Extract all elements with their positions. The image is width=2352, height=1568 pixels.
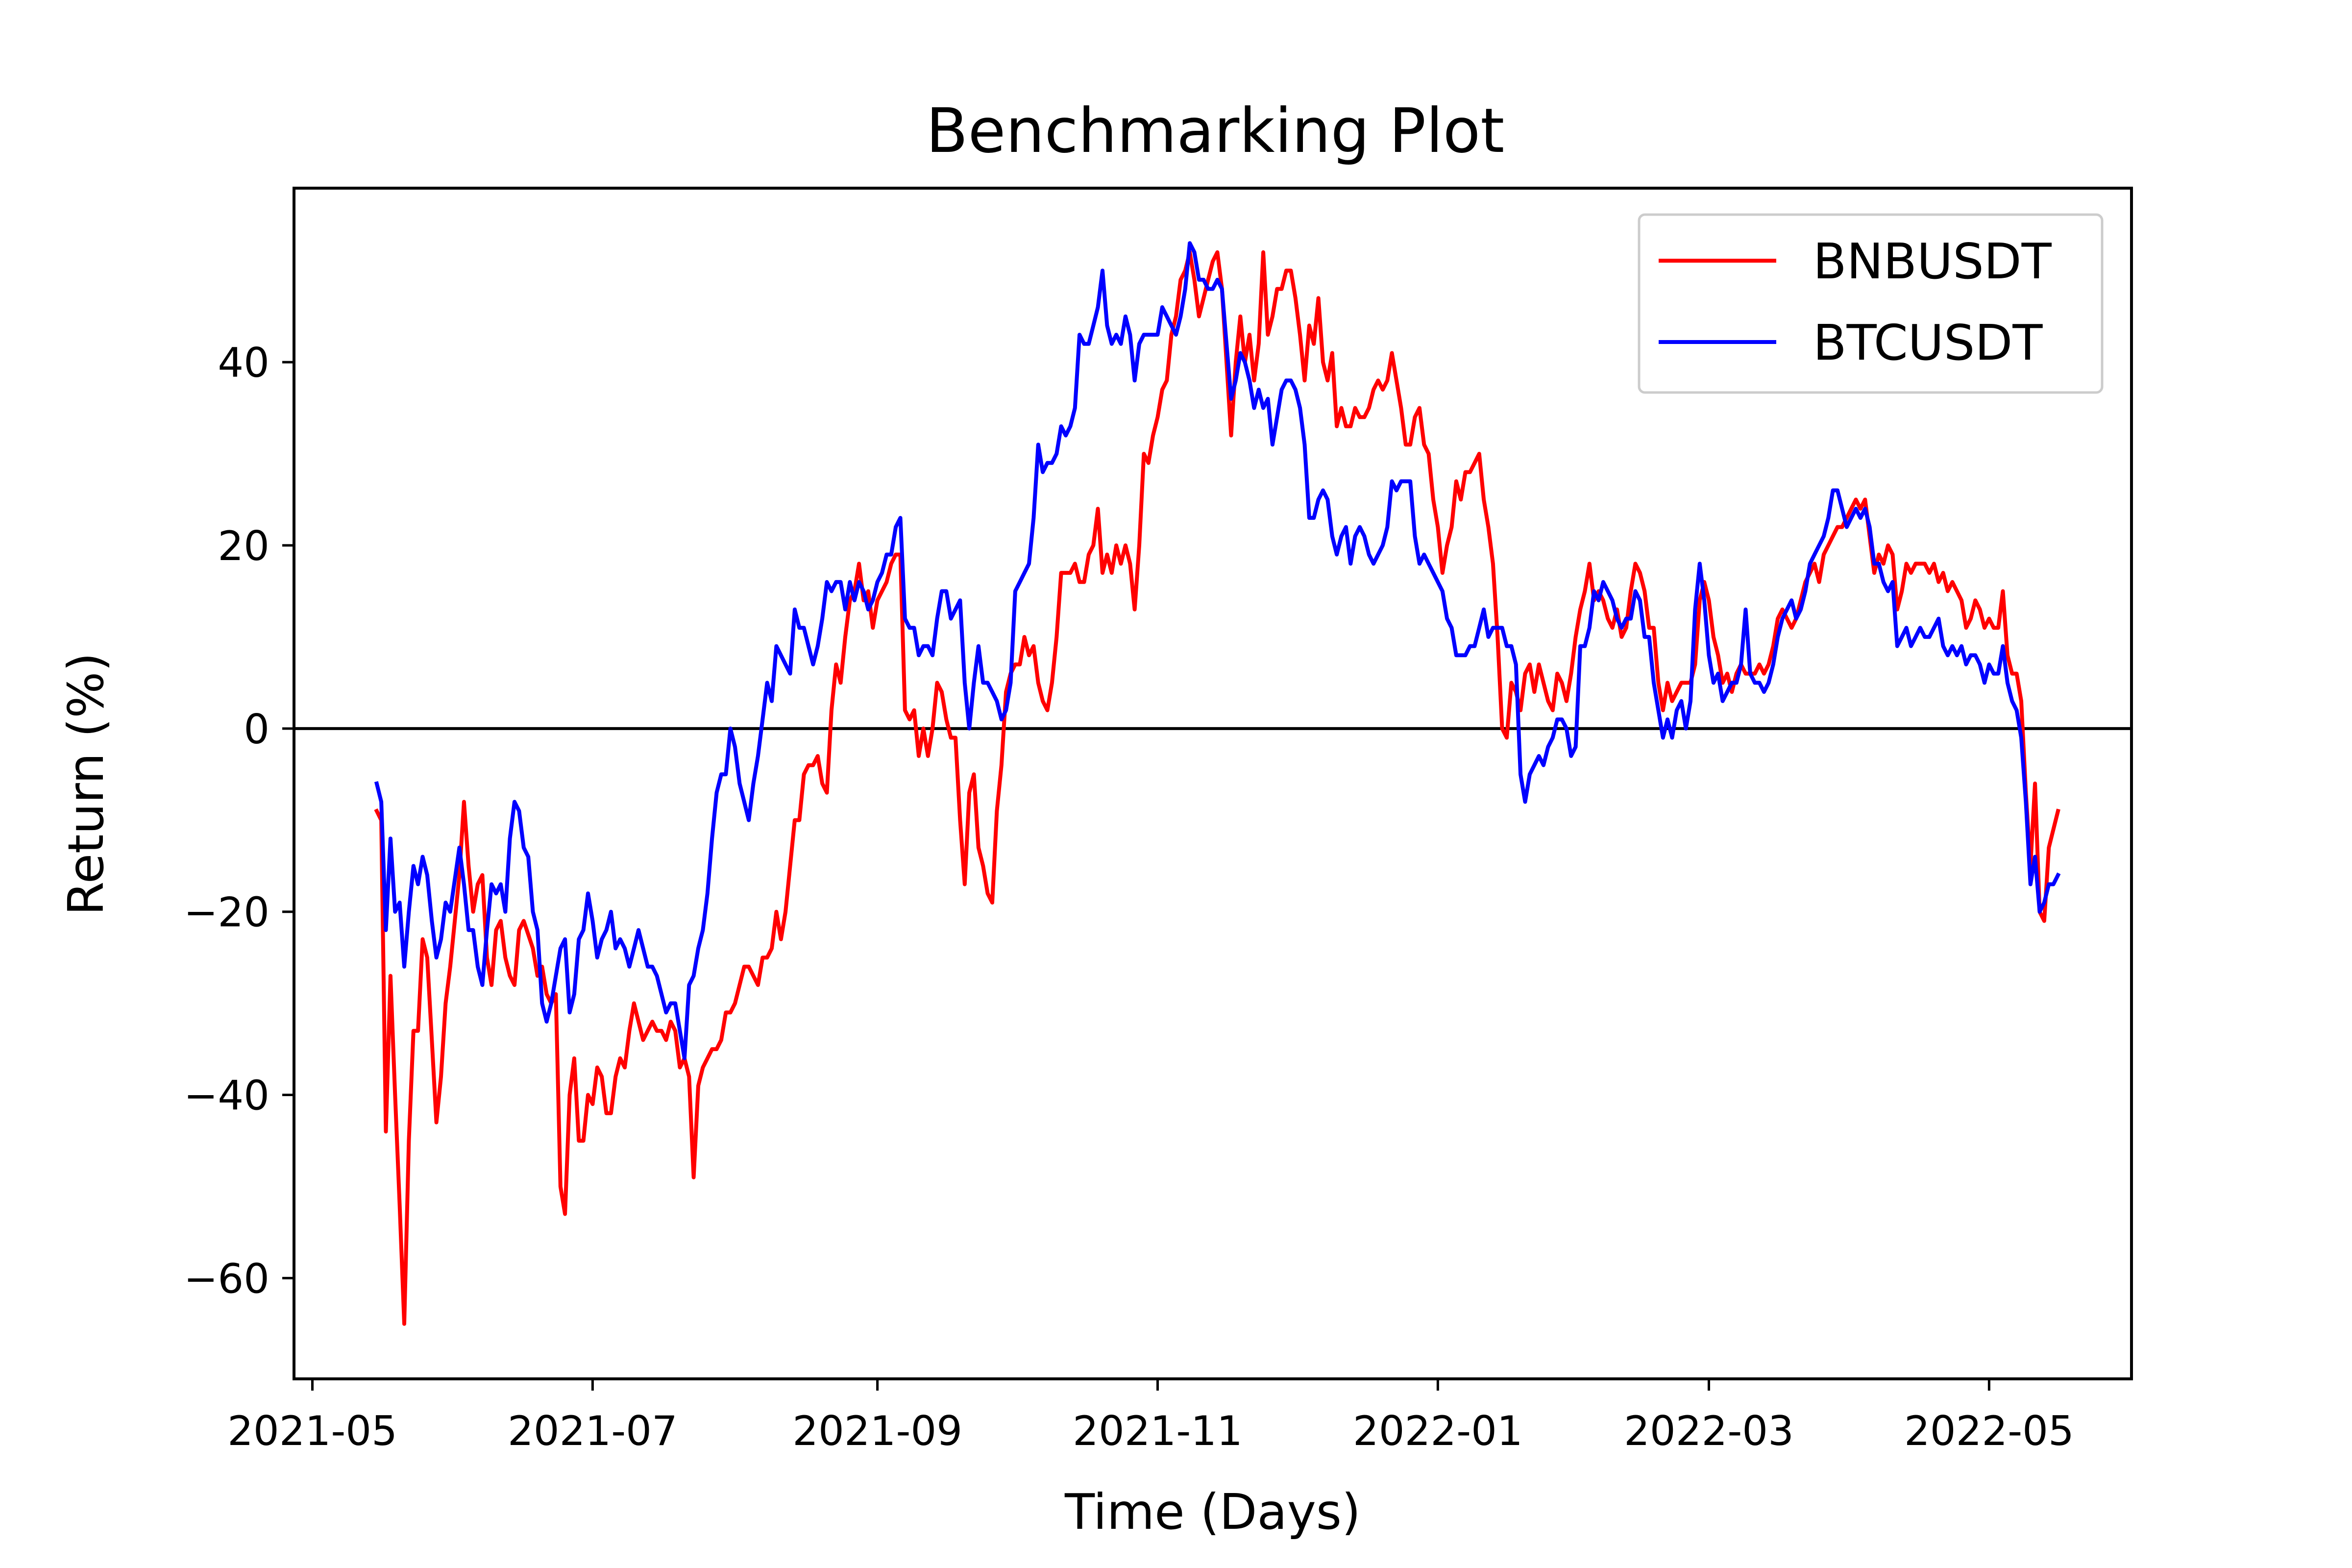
x-tick-label: 2021-11: [1073, 1407, 1243, 1455]
x-tick-label: 2022-05: [1904, 1407, 2074, 1455]
series-layer: [374, 241, 2061, 1326]
plot-area: [293, 187, 2133, 1380]
x-tick-label: 2021-09: [792, 1407, 962, 1455]
x-tick-label: 2021-07: [508, 1407, 678, 1455]
x-axis-label: Time (Days): [1064, 1483, 1361, 1541]
y-tick-label: −60: [184, 1255, 270, 1302]
y-tick-label: 20: [218, 522, 270, 570]
x-tick-label: 2022-01: [1353, 1407, 1523, 1455]
y-tick-label: 40: [218, 339, 270, 387]
y-axis-label: Return (%): [57, 653, 115, 916]
plot-frame: [293, 187, 2133, 1380]
legend-label-bnbusdt: BNBUSDT: [1813, 233, 2052, 290]
legend: BNBUSDT BTCUSDT: [1638, 213, 2104, 394]
y-tick-label: 0: [244, 706, 270, 753]
x-tick-label: 2021-05: [227, 1407, 397, 1455]
chart-title: Benchmarking Plot: [926, 96, 1505, 167]
y-tick-label: −40: [184, 1072, 270, 1120]
y-tick-label: −20: [184, 889, 270, 936]
y-axis: −60 −40 −20 0 20 40: [184, 339, 294, 1302]
x-tick-label: 2022-03: [1624, 1407, 1794, 1455]
series-line-btcusdt: [374, 241, 2061, 1060]
x-axis: 2021-05 2021-07 2021-09 2021-11 2022-01 2022-…: [227, 1379, 2074, 1455]
legend-label-btcusdt: BTCUSDT: [1813, 314, 2043, 371]
